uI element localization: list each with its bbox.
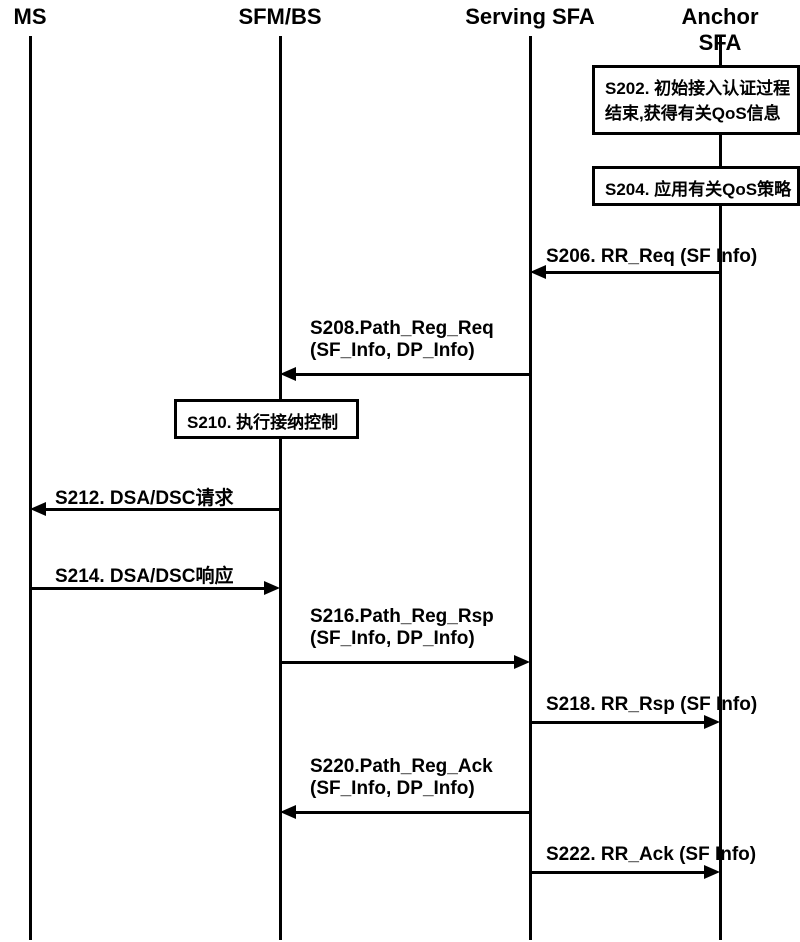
lifeline-ms xyxy=(29,36,32,940)
arrow-head-s214 xyxy=(264,581,280,595)
arrow-head-s216 xyxy=(514,655,530,669)
msg-label-s218: S218. RR_Rsp (SF Info) xyxy=(546,694,757,716)
box-s204: S204. 应用有关QoS策略 xyxy=(592,166,800,206)
arrow-head-s208 xyxy=(280,367,296,381)
msg-label-s214: S214. DSA/DSC响应 xyxy=(55,561,233,588)
participant-sfmbs: SFM/BS xyxy=(238,4,321,30)
participant-serving: Serving SFA xyxy=(465,4,595,30)
box-s202: S202. 初始接入认证过程 结束,获得有关QoS信息 xyxy=(592,65,800,135)
box-s210: S210. 执行接纳控制 xyxy=(174,399,359,439)
arrow-head-s206 xyxy=(530,265,546,279)
arrow-head-s218 xyxy=(704,715,720,729)
msg-label-s212: S212. DSA/DSC请求 xyxy=(55,483,233,510)
lifeline-serving xyxy=(529,36,532,940)
msg-label-s216: S216.Path_Reg_Rsp (SF_Info, DP_Info) xyxy=(310,606,494,650)
arrow-head-s220 xyxy=(280,805,296,819)
arrow-head-s222 xyxy=(704,865,720,879)
arrow-line-s208 xyxy=(294,373,530,376)
arrow-line-s218 xyxy=(530,721,706,724)
msg-label-s220: S220.Path_Reg_Ack (SF_Info, DP_Info) xyxy=(310,756,493,800)
msg-label-s222: S222. RR_Ack (SF Info) xyxy=(546,844,756,866)
arrow-head-s212 xyxy=(30,502,46,516)
participant-ms: MS xyxy=(14,4,47,30)
arrow-line-s216 xyxy=(280,661,516,664)
msg-label-s208: S208.Path_Reg_Req (SF_Info, DP_Info) xyxy=(310,318,494,362)
arrow-line-s220 xyxy=(294,811,530,814)
arrow-line-s222 xyxy=(530,871,706,874)
arrow-line-s206 xyxy=(544,271,720,274)
msg-label-s206: S206. RR_Req (SF Info) xyxy=(546,246,757,268)
